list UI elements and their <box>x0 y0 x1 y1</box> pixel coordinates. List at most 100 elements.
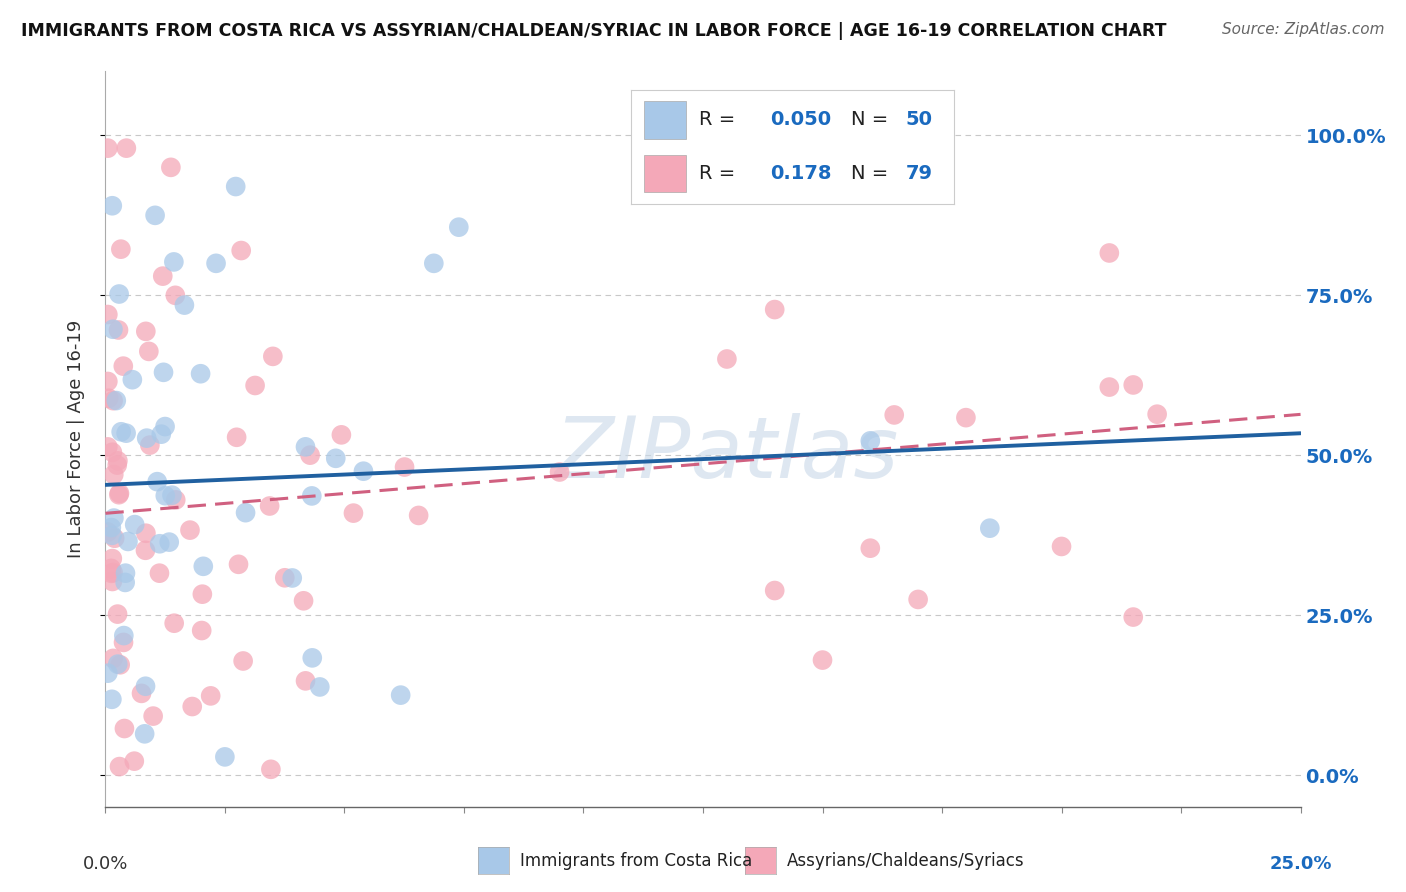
Point <box>97 141 120 155</box>
Point <box>1098 246 1121 260</box>
Point <box>1146 407 1168 421</box>
Point <box>97 375 120 389</box>
Point <box>548 465 571 479</box>
Point <box>447 220 470 235</box>
Point <box>150 427 173 442</box>
Point <box>281 571 304 585</box>
Point <box>101 551 124 566</box>
Point <box>262 350 284 364</box>
Point <box>107 657 129 672</box>
Point <box>408 508 430 523</box>
Point <box>101 651 124 665</box>
Point <box>811 653 834 667</box>
Point <box>112 635 135 649</box>
Point <box>131 686 153 700</box>
Point <box>101 528 124 542</box>
Point <box>114 575 136 590</box>
Point <box>152 365 174 379</box>
Point <box>225 179 247 194</box>
Point <box>308 680 330 694</box>
Point <box>112 722 135 736</box>
Point <box>124 517 146 532</box>
Point <box>389 688 412 702</box>
Point <box>955 410 977 425</box>
Point <box>101 566 124 580</box>
Point <box>104 531 127 545</box>
Point <box>115 426 138 441</box>
Point <box>153 419 176 434</box>
Point <box>146 475 169 489</box>
Point <box>274 571 297 585</box>
Point <box>107 607 129 621</box>
Point <box>115 141 138 155</box>
Point <box>142 709 165 723</box>
Point <box>1122 378 1144 392</box>
Y-axis label: In Labor Force | Age 16-19: In Labor Force | Age 16-19 <box>66 320 84 558</box>
Point <box>112 359 135 373</box>
Point <box>301 489 323 503</box>
Point <box>114 566 136 581</box>
Point <box>181 699 204 714</box>
Point <box>160 488 183 502</box>
Point <box>160 161 183 175</box>
Point <box>299 448 322 462</box>
Point <box>235 506 257 520</box>
Point <box>1050 540 1073 554</box>
Text: Immigrants from Costa Rica: Immigrants from Costa Rica <box>520 852 752 870</box>
Point <box>105 393 128 408</box>
Point <box>292 594 315 608</box>
Point <box>763 302 786 317</box>
Point <box>243 378 266 392</box>
Point <box>134 727 156 741</box>
Point <box>231 244 253 258</box>
Point <box>107 454 129 468</box>
Point <box>163 616 186 631</box>
Point <box>107 323 129 337</box>
Point <box>97 524 120 539</box>
Point <box>232 654 254 668</box>
Point <box>200 689 222 703</box>
Point <box>103 511 125 525</box>
Point <box>163 255 186 269</box>
Point <box>190 624 212 638</box>
Point <box>97 391 120 405</box>
Point <box>101 322 124 336</box>
Point <box>193 559 215 574</box>
Point <box>294 440 316 454</box>
Text: Source: ZipAtlas.com: Source: ZipAtlas.com <box>1222 22 1385 37</box>
Point <box>260 762 283 776</box>
Point <box>859 541 882 556</box>
Point <box>134 543 156 558</box>
Point <box>423 256 446 270</box>
Point <box>110 242 132 256</box>
Point <box>173 298 195 312</box>
Point <box>135 526 157 541</box>
Point <box>190 367 212 381</box>
Point <box>121 373 143 387</box>
Point <box>907 592 929 607</box>
Point <box>143 208 166 222</box>
Point <box>108 488 131 502</box>
Point <box>97 308 120 322</box>
Point <box>101 574 124 589</box>
Point <box>149 537 172 551</box>
Point <box>716 351 738 366</box>
Point <box>325 451 347 466</box>
Point <box>394 460 416 475</box>
Point <box>108 657 131 672</box>
Point <box>165 492 187 507</box>
Point <box>205 256 228 270</box>
Point <box>301 651 323 665</box>
Point <box>112 629 135 643</box>
Point <box>124 754 146 768</box>
Point <box>228 558 250 572</box>
Point <box>139 438 162 452</box>
Point <box>105 458 128 472</box>
Point <box>225 430 247 444</box>
Point <box>97 666 120 681</box>
Point <box>101 692 124 706</box>
Point <box>101 393 124 408</box>
Point <box>135 679 157 693</box>
Point <box>103 467 125 482</box>
Point <box>152 269 174 284</box>
